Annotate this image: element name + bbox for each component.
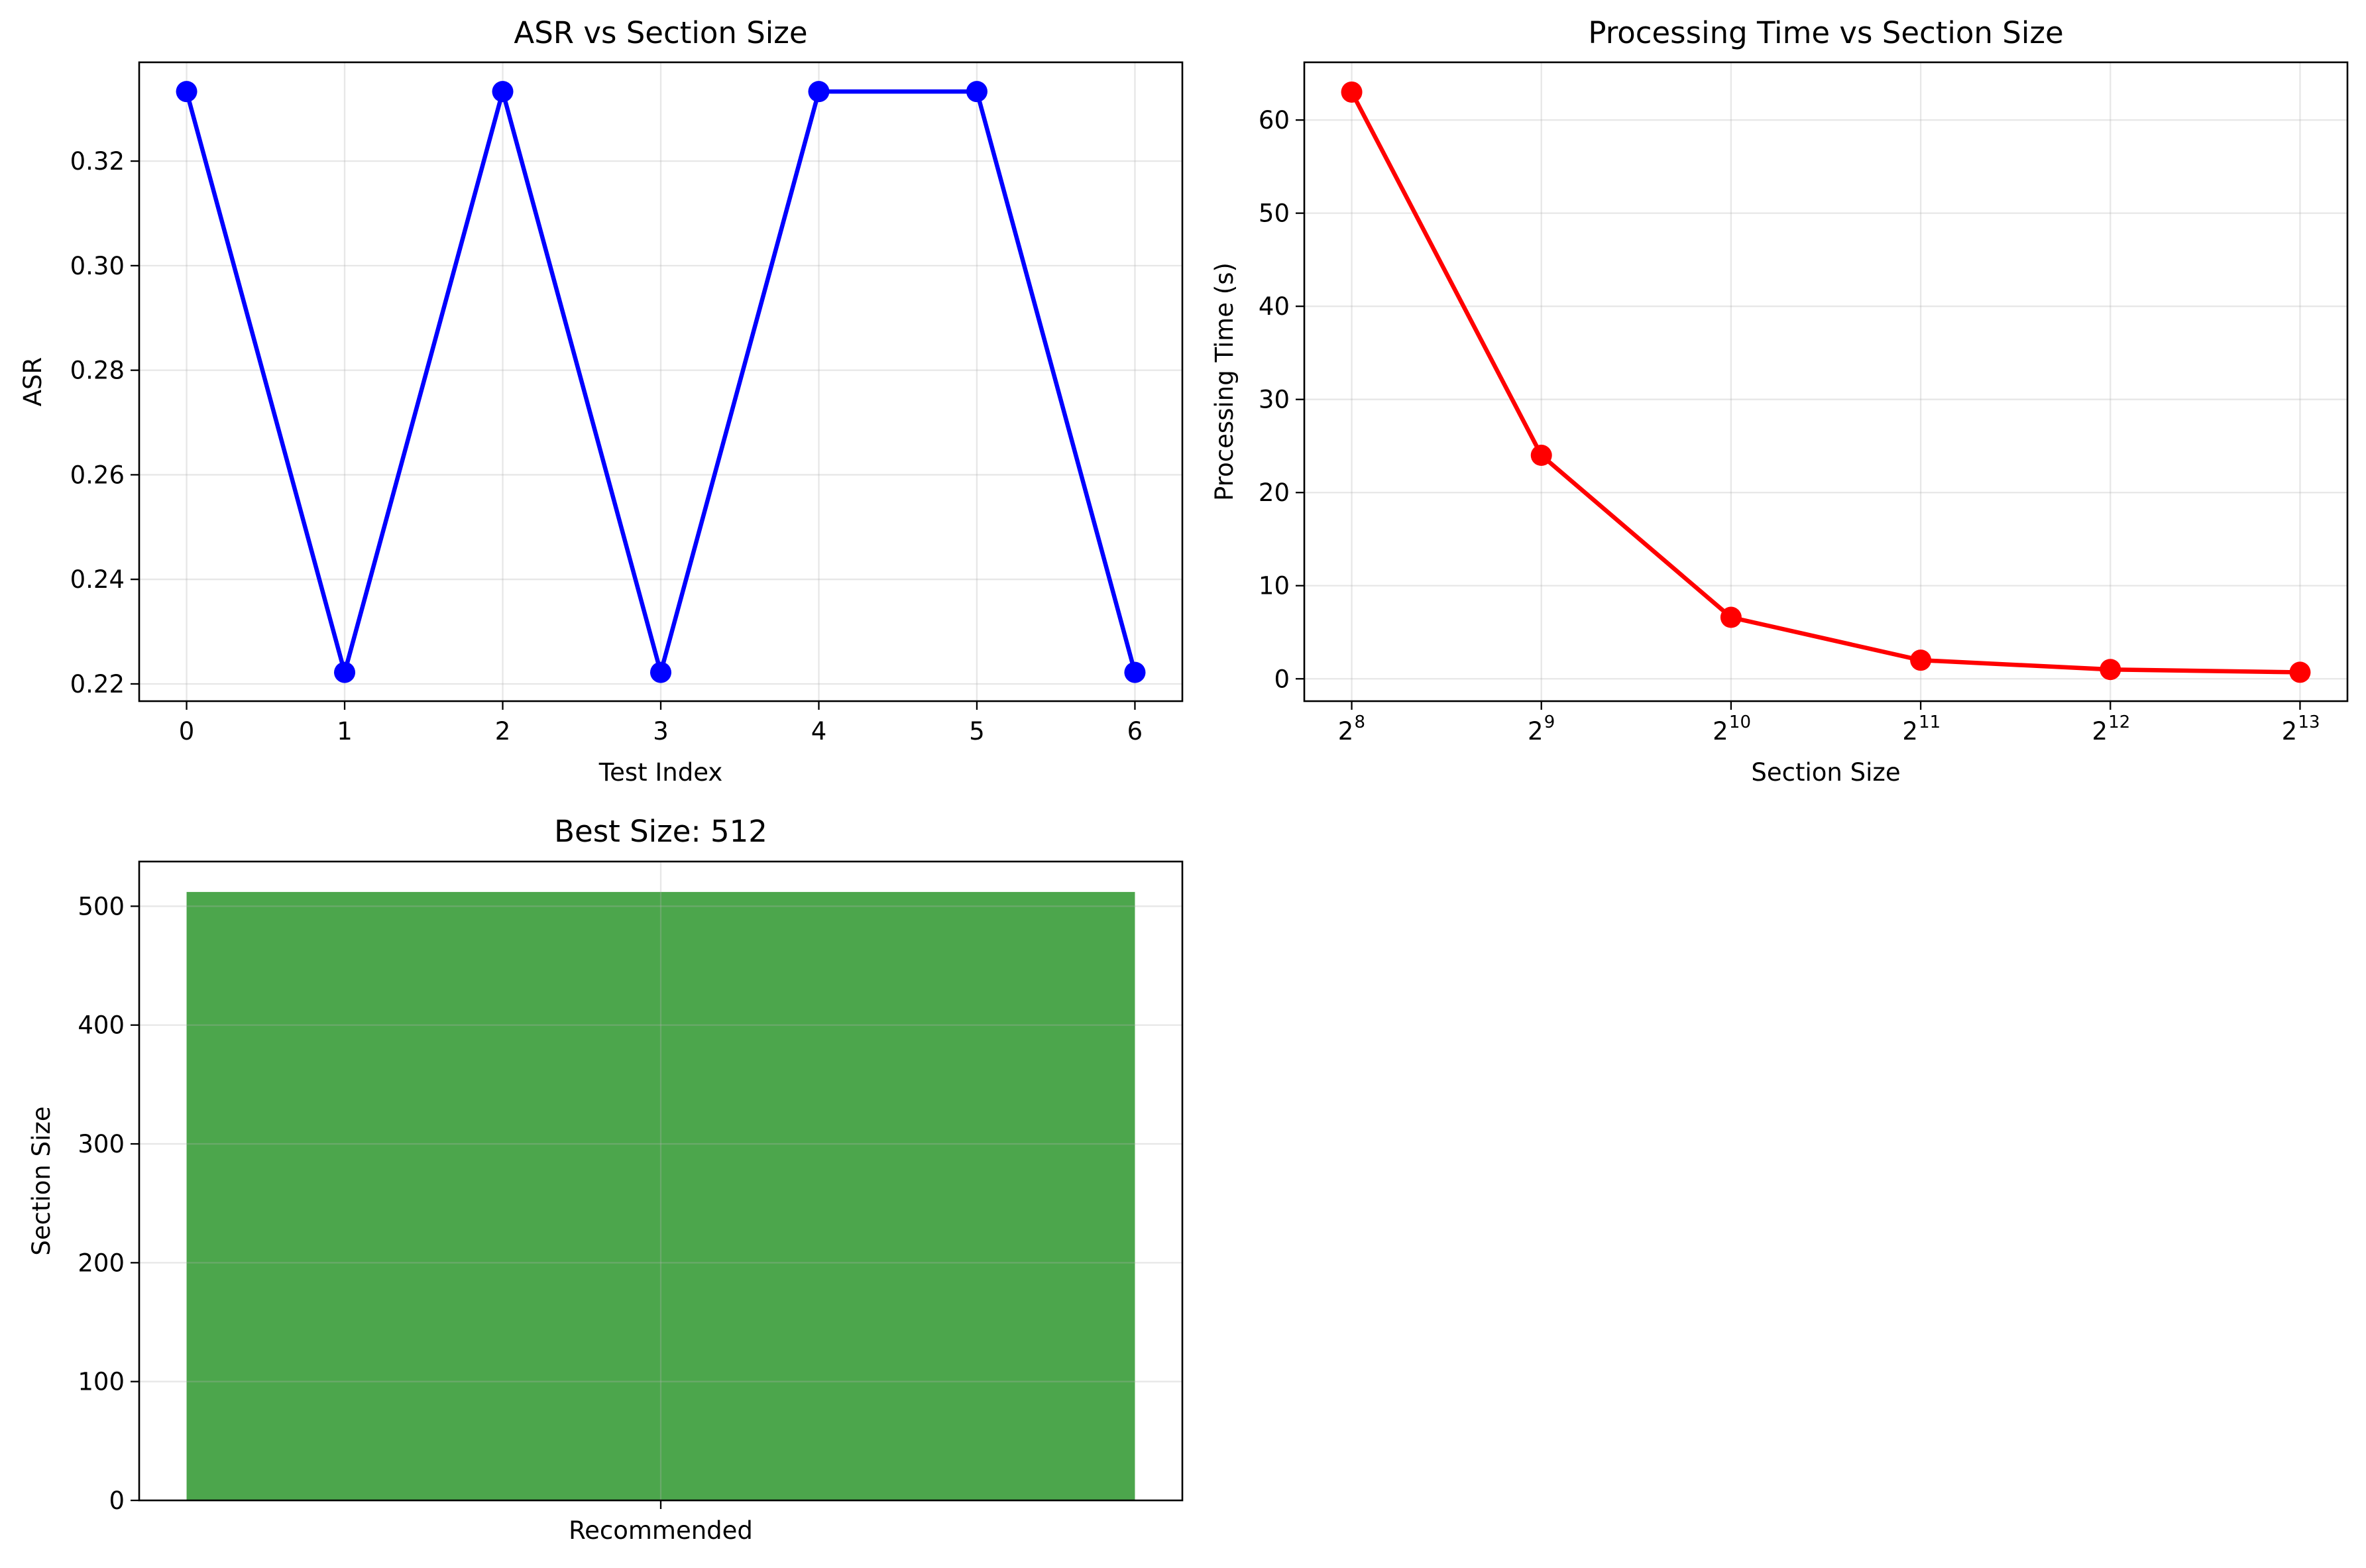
best-size-y-tick-label: 500: [78, 892, 125, 921]
asr-y-axis-ticks: 0.22 0.24 0.26 0.28 0.30 0.32: [70, 147, 139, 699]
best-size-x-axis-ticks: Recommended: [569, 1500, 753, 1545]
best-size-y-tick-label: 0: [109, 1486, 125, 1515]
asr-y-tick-label: 0.28: [70, 357, 125, 385]
processing-time-x-tick-base: 2: [2092, 717, 2108, 746]
processing-time-x-tick-base: 2: [1902, 717, 1918, 746]
best-size-y-tick-label: 300: [78, 1130, 125, 1158]
asr-y-tick-label: 0.22: [70, 670, 125, 699]
processing-time-y-axis-label: Processing Time (s): [1210, 262, 1239, 501]
best-size-bar: [186, 891, 1135, 1500]
asr-y-tick-label: 0.24: [70, 565, 125, 594]
asr-x-tick-label: 1: [337, 717, 353, 746]
processing-time-y-tick-label: 20: [1259, 478, 1290, 507]
asr-data-point: [1124, 661, 1146, 683]
processing-time-y-tick-label: 0: [1274, 665, 1290, 693]
asr-x-tick-label: 2: [495, 717, 511, 746]
asr-x-tick-label: 4: [811, 717, 827, 746]
processing-time-x-axis-label: Section Size: [1751, 758, 1900, 787]
asr-x-tick-label: 3: [653, 717, 669, 746]
processing-time-x-tick-base: 2: [2282, 717, 2298, 746]
processing-time-y-tick-label: 30: [1259, 386, 1290, 414]
processing-time-gridlines: [1304, 62, 2347, 701]
asr-data-point: [966, 81, 987, 103]
asr-gridlines: [139, 62, 1182, 701]
asr-x-axis-ticks: 0 1 2 3 4 5 6: [179, 701, 1143, 746]
processing-time-y-axis-ticks: 0 10 20 30 40 50 60: [1259, 106, 1304, 693]
processing-time-series-points: [1341, 81, 2311, 683]
best-size-y-axis-ticks: 0 100 200 300 400 500: [78, 892, 139, 1515]
processing-time-x-tick-base: 2: [1713, 717, 1728, 746]
processing-time-x-tick-base: 2: [1528, 717, 1544, 746]
asr-panel: ASR vs Section Size 0 1 2 3 4 5 6 0.22 0.24 0.26…: [19, 15, 1184, 787]
asr-x-tick-label: 0: [179, 717, 195, 746]
asr-y-axis-label: ASR: [19, 357, 47, 407]
asr-y-tick-label: 0.30: [70, 252, 125, 280]
asr-y-tick-label: 0.32: [70, 147, 125, 176]
asr-data-point: [650, 661, 671, 683]
best-size-y-tick-label: 200: [78, 1249, 125, 1277]
processing-time-data-point: [1910, 649, 1932, 671]
asr-x-tick-label: 5: [969, 717, 985, 746]
processing-time-x-tick-label: 2 12: [2092, 712, 2130, 746]
processing-time-data-point: [1341, 81, 1363, 103]
asr-chart-title: ASR vs Section Size: [514, 15, 807, 50]
processing-time-y-tick-label: 40: [1259, 292, 1290, 321]
processing-time-y-tick-label: 50: [1259, 199, 1290, 228]
processing-time-x-tick-exponent: 8: [1355, 712, 1366, 732]
processing-time-chart-title: Processing Time vs Section Size: [1588, 15, 2063, 50]
best-size-y-tick-label: 400: [78, 1011, 125, 1040]
processing-time-data-point: [2289, 661, 2311, 683]
processing-time-data-point: [2100, 659, 2121, 681]
processing-time-x-tick-label: 2 13: [2282, 712, 2320, 746]
processing-time-x-axis-ticks: 2 8 2 9 2 10 2 11 2 12 2 13: [1338, 701, 2320, 746]
asr-data-point: [334, 661, 356, 683]
best-size-x-tick-label: Recommended: [569, 1516, 753, 1545]
processing-time-series-line: [1349, 91, 2300, 675]
asr-data-point: [176, 81, 197, 103]
best-size-y-tick-label: 100: [78, 1368, 125, 1396]
asr-x-axis-label: Test Index: [598, 758, 722, 787]
processing-time-data-point: [1530, 445, 1552, 467]
processing-time-x-tick-exponent: 10: [1729, 712, 1751, 732]
asr-data-point: [492, 81, 514, 103]
processing-time-x-tick-exponent: 12: [2108, 712, 2130, 732]
processing-time-x-tick-label: 2 11: [1902, 712, 1941, 746]
asr-x-tick-label: 6: [1127, 717, 1143, 746]
best-size-panel: Best Size: 512 Recommended 0 100 200 300 400…: [27, 814, 1184, 1545]
processing-time-x-tick-exponent: 13: [2298, 712, 2320, 732]
best-size-bars: [186, 891, 1135, 1500]
asr-data-point: [808, 81, 830, 103]
processing-time-plot-frame: [1303, 61, 2349, 702]
processing-time-panel: Processing Time vs Section Size 2 8 2 9 2 10 2…: [1210, 15, 2349, 787]
best-size-chart-title: Best Size: 512: [554, 814, 767, 849]
best-size-y-axis-label: Section Size: [27, 1106, 56, 1255]
processing-time-y-tick-label: 10: [1259, 572, 1290, 600]
asr-y-tick-label: 0.26: [70, 461, 125, 489]
processing-time-x-tick-exponent: 11: [1919, 712, 1941, 732]
processing-time-y-tick-label: 60: [1259, 106, 1290, 135]
processing-time-x-tick-exponent: 9: [1544, 712, 1555, 732]
processing-time-x-tick-base: 2: [1338, 717, 1354, 746]
processing-time-data-point: [1720, 606, 1742, 628]
asr-series-points: [176, 81, 1146, 683]
processing-time-x-tick-label: 2 10: [1713, 712, 1751, 746]
